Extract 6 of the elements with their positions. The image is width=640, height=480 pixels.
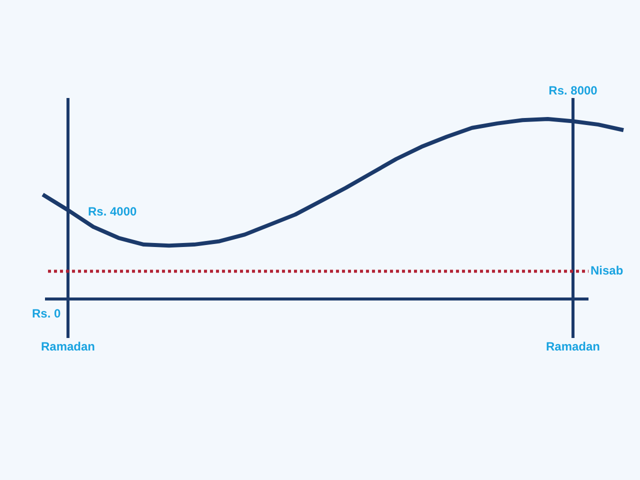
ref-line-label: Nisab xyxy=(590,264,624,278)
text: Rs. 0 xyxy=(32,306,62,320)
x-tick-label: Ramadan xyxy=(40,339,96,354)
data-label: Rs. 8000 xyxy=(548,84,598,98)
data-label: Rs. 4000 xyxy=(88,204,138,218)
x-tick-label: Ramadan xyxy=(546,339,600,354)
